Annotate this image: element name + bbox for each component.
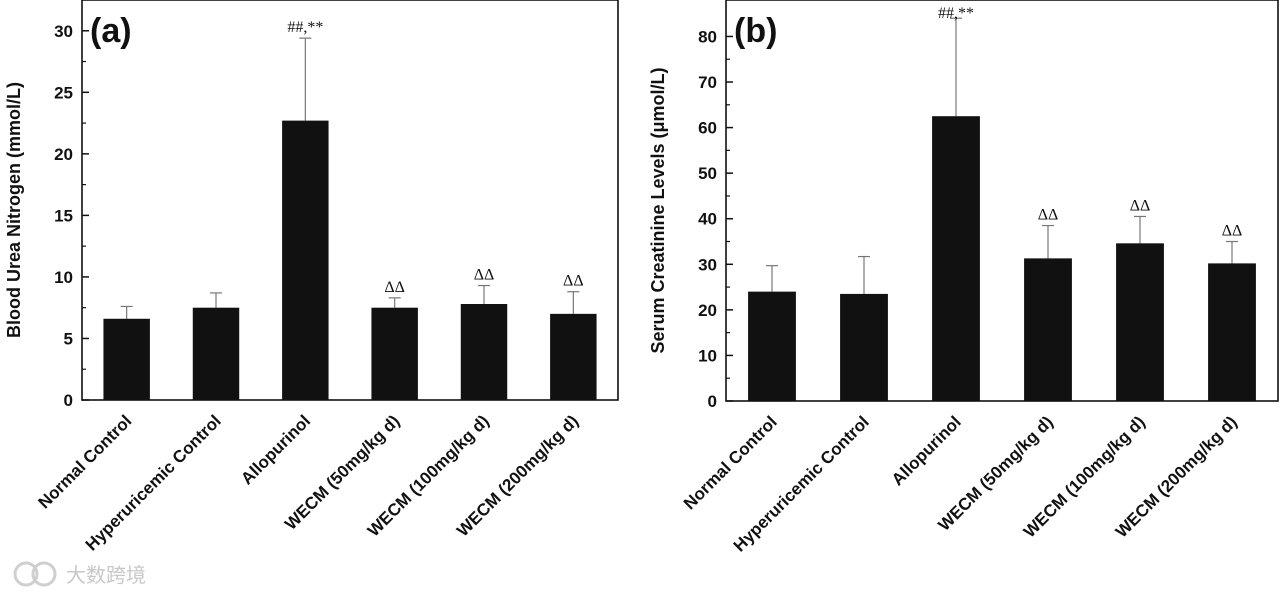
significance-label: ΔΔ bbox=[384, 279, 405, 296]
y-tick-label: 0 bbox=[708, 392, 717, 411]
significance-label: ##,** bbox=[287, 19, 323, 36]
y-tick-label: 0 bbox=[64, 391, 73, 410]
significance-label: ΔΔ bbox=[1038, 207, 1059, 224]
y-tick-label: 70 bbox=[698, 73, 717, 92]
panel-b: 0 10 20 30 40 50 60 70 80 Serum Creatinine Levels… bbox=[648, 0, 1279, 555]
y-tick-label: 10 bbox=[698, 346, 717, 365]
bar bbox=[460, 304, 508, 400]
y-axis-title: Blood Urea Nitrogen (mmol/L) bbox=[4, 82, 24, 338]
y-tick-label: 30 bbox=[54, 22, 73, 41]
bar bbox=[282, 120, 329, 400]
y-tick-label: 50 bbox=[698, 164, 717, 183]
bar bbox=[371, 307, 418, 400]
y-tick-label: 20 bbox=[698, 301, 717, 320]
bar bbox=[840, 293, 888, 401]
y-tick-label: 80 bbox=[698, 27, 717, 46]
bar bbox=[103, 318, 150, 400]
significance-label: ΔΔ bbox=[474, 267, 495, 284]
y-tick-label: 15 bbox=[54, 206, 73, 225]
watermark-logo-icon bbox=[13, 561, 57, 587]
plot-frame bbox=[81, 0, 619, 401]
plot-frame bbox=[725, 0, 1279, 402]
significance-label: ΔΔ bbox=[1130, 197, 1151, 214]
panel-label: (b) bbox=[734, 12, 777, 50]
bar bbox=[748, 291, 796, 401]
bar bbox=[1116, 243, 1164, 401]
y-axis-title: Serum Creatinine Levels (μmol/L) bbox=[648, 67, 668, 353]
bar bbox=[1208, 263, 1256, 401]
x-category-label: Normal Control bbox=[680, 412, 781, 513]
y-tick-label: 60 bbox=[698, 119, 717, 138]
x-category-label: Allopurinol bbox=[888, 412, 965, 489]
y-tick-label: 40 bbox=[698, 210, 717, 229]
panel-label: (a) bbox=[90, 12, 132, 50]
x-category-label: Allopurinol bbox=[237, 411, 314, 488]
bar bbox=[550, 313, 597, 400]
bar bbox=[932, 116, 980, 402]
significance-label: ΔΔ bbox=[563, 273, 584, 290]
x-category-label: Normal Control bbox=[35, 411, 136, 512]
bar bbox=[1024, 258, 1072, 401]
y-tick-label: 10 bbox=[54, 268, 73, 287]
bar bbox=[192, 307, 240, 400]
y-tick-label: 5 bbox=[64, 329, 73, 348]
y-tick-label: 30 bbox=[698, 255, 717, 274]
significance-label: ##,** bbox=[938, 5, 974, 22]
y-tick-label: 20 bbox=[54, 145, 73, 164]
significance-label: ΔΔ bbox=[1222, 223, 1243, 240]
watermark-text: 大数跨境 bbox=[66, 563, 146, 587]
y-tick-label: 25 bbox=[54, 83, 73, 102]
panel-a: 0 5 10 15 20 25 30 Blood Urea Nitrogen (mmol/L)… bbox=[4, 0, 619, 554]
watermark: 大数跨境 bbox=[13, 561, 146, 587]
